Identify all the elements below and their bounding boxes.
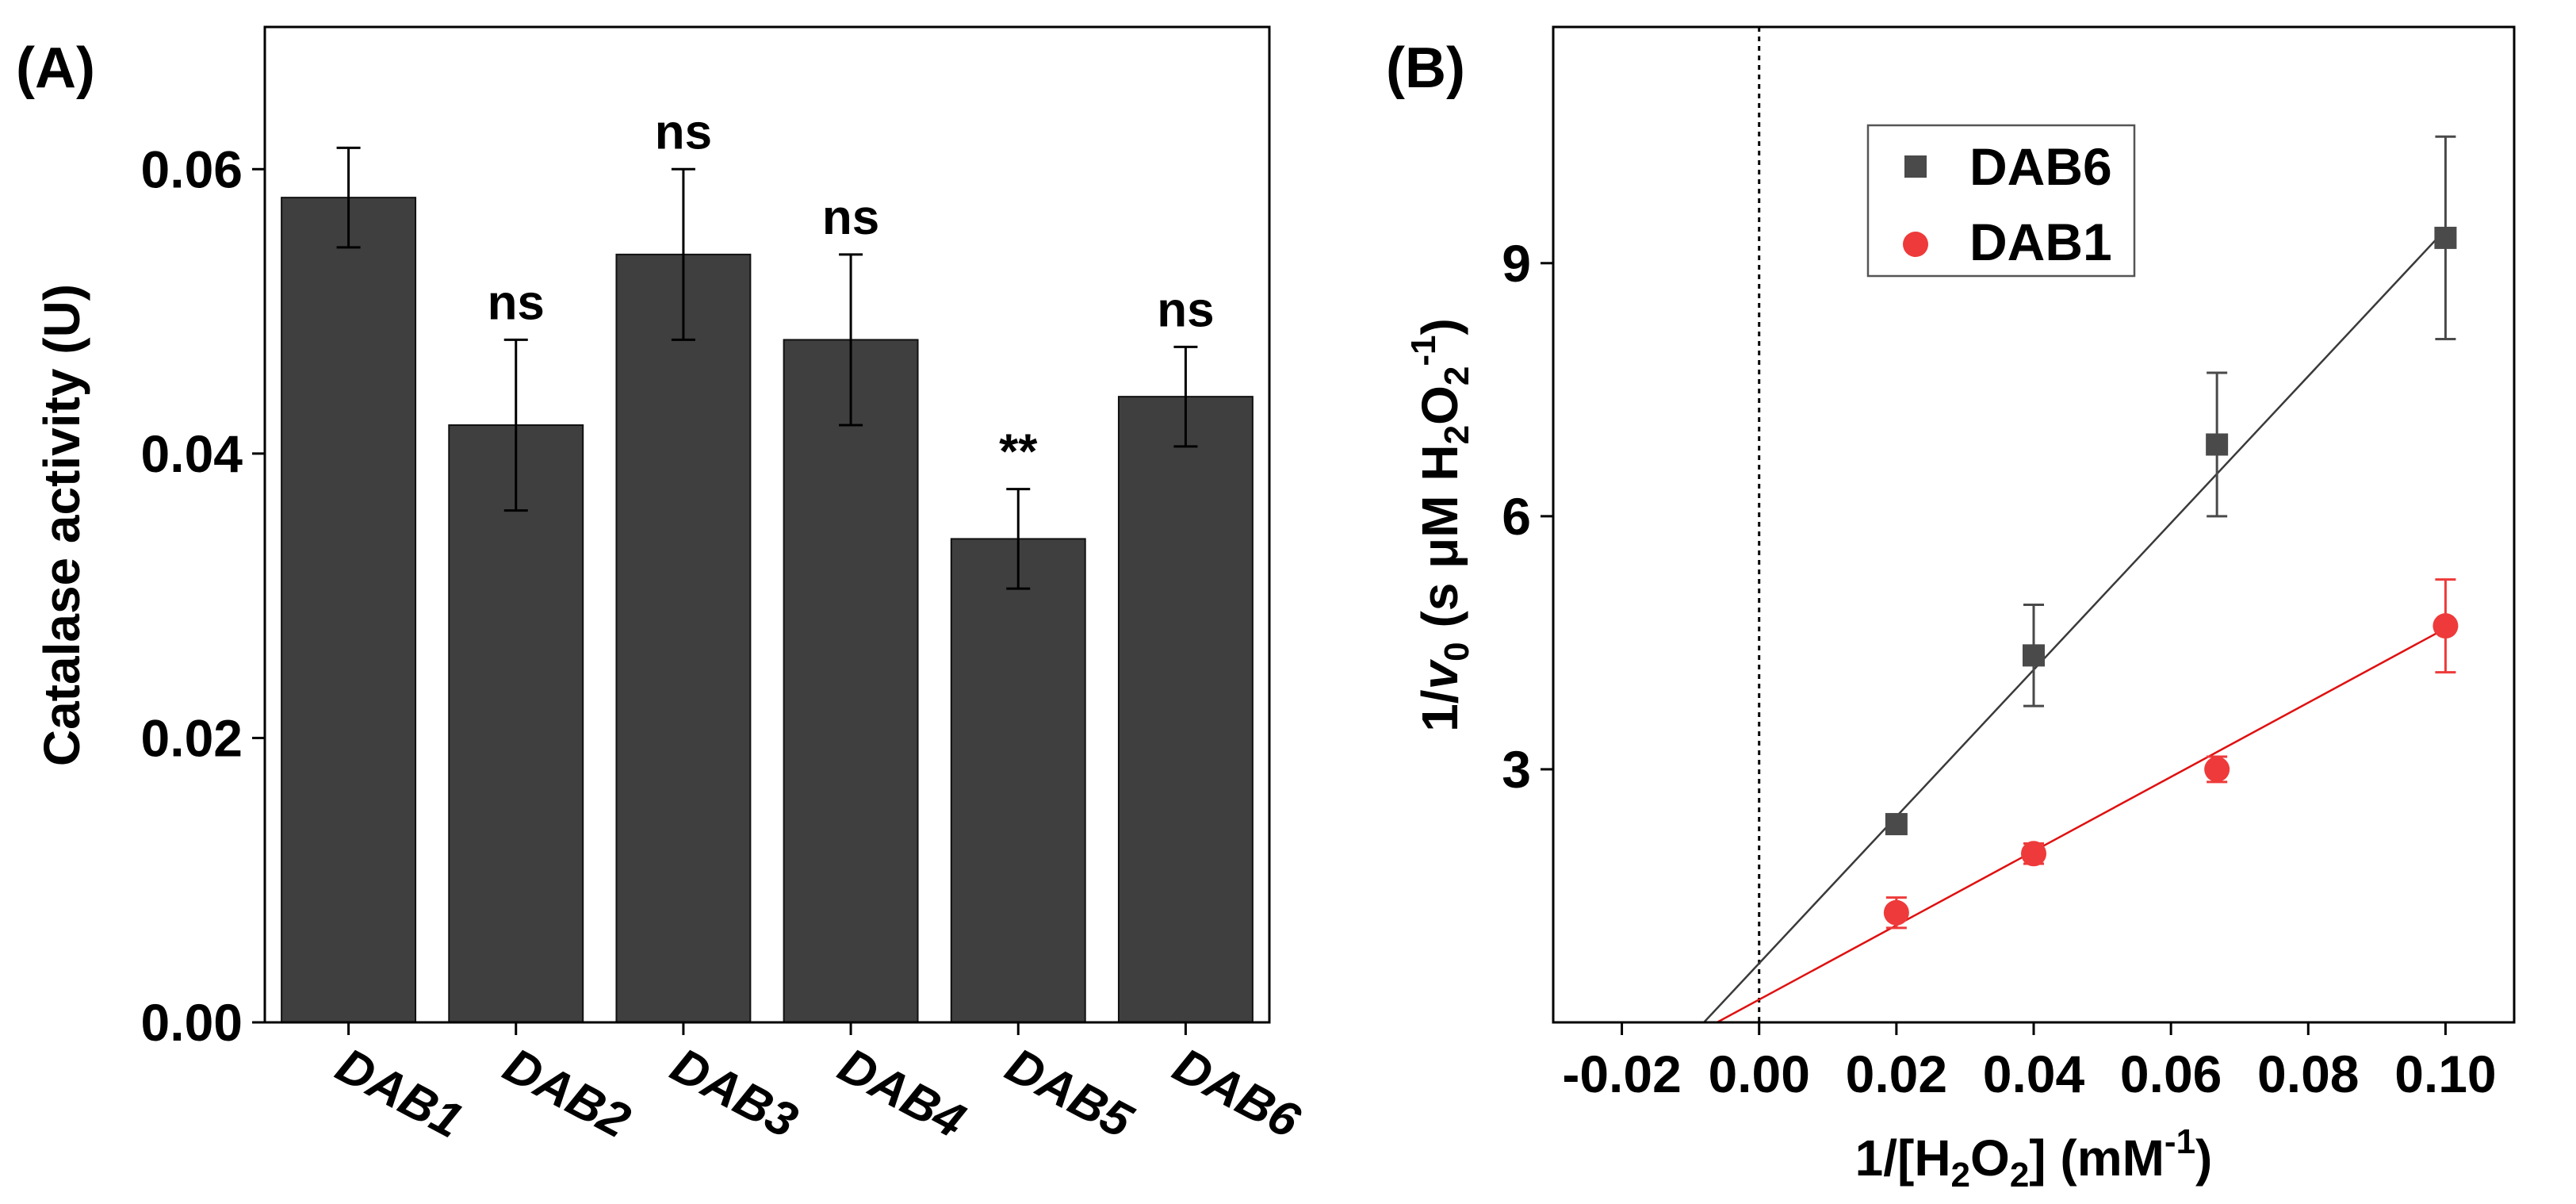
y-tick-label: 6 xyxy=(1502,487,1531,546)
x-tick-label: 0.06 xyxy=(2120,1045,2222,1103)
legend-circle-marker xyxy=(1903,232,1928,257)
point-dab6 xyxy=(1885,813,1908,836)
x-tick-label: DAB5 xyxy=(997,1037,1143,1149)
significance-label: ns xyxy=(488,275,545,330)
bar-dab5 xyxy=(950,538,1086,1023)
y-tick-label: 0.04 xyxy=(141,424,243,483)
scatter-chart-panel: -0.02 0.00 0.02 0.04 0.06 0.08 0.10 3 6 9 DAB6 D… xyxy=(1404,25,2516,1194)
x-tick-label: -0.02 xyxy=(1562,1045,1681,1103)
y-tick-label: 0.00 xyxy=(141,993,243,1052)
significance-label: ** xyxy=(999,425,1038,480)
point-dab1 xyxy=(2432,613,2459,639)
x-tick-label: DAB6 xyxy=(1165,1037,1309,1148)
bar-chart-panel: ns ns ns ** ns 0.00 0.02 0.04 0.06 DAB1 DAB2 DAB3… xyxy=(33,25,1309,1149)
point-dab1 xyxy=(2204,756,2230,782)
y-tick-label: 0.02 xyxy=(141,708,243,767)
fit-line-dab1 xyxy=(1714,627,2447,1022)
significance-label: ns xyxy=(655,105,712,159)
x-tick-label: DAB3 xyxy=(662,1037,806,1148)
x-tick-label: DAB2 xyxy=(495,1037,638,1148)
point-dab1 xyxy=(1883,899,1909,926)
x-tick-label: 0.00 xyxy=(1708,1045,1809,1103)
y-tick-label: 0.06 xyxy=(141,140,243,198)
legend-label-series-2: DAB1 xyxy=(1969,213,2112,271)
legend-label-series-1: DAB6 xyxy=(1969,137,2112,196)
significance-label: ns xyxy=(1157,282,1214,337)
point-dab6 xyxy=(2023,644,2045,667)
y-axis-ticks-a: 0.00 0.02 0.04 0.06 xyxy=(141,140,265,1052)
y-axis-label-a: Catalase activity (U) xyxy=(33,284,90,766)
x-tick-label: 0.02 xyxy=(1846,1045,1947,1103)
y-axis-ticks-b: 3 6 9 xyxy=(1502,234,1553,799)
point-dab6 xyxy=(2206,433,2229,456)
point-dab6 xyxy=(2434,226,2457,249)
bar-dab1 xyxy=(281,197,417,1024)
legend-square-marker xyxy=(1904,155,1927,178)
fit-line-group xyxy=(1702,228,2447,1022)
point-group xyxy=(1883,226,2459,926)
panel-a-label: (A) xyxy=(16,36,95,100)
y-axis-label-b: 1/v0 (s μM H2O2-1) xyxy=(1404,318,1476,732)
bar-dab6 xyxy=(1117,396,1254,1023)
x-tick-label: DAB1 xyxy=(327,1037,471,1148)
plot-frame-a xyxy=(263,25,1271,1024)
point-dab1 xyxy=(2021,841,2046,867)
x-tick-label: 0.04 xyxy=(1983,1045,2085,1103)
x-axis-ticks-b: -0.02 0.00 0.02 0.04 0.06 0.08 0.10 xyxy=(1562,1022,2497,1103)
annotation-group: ns ns ns ** ns xyxy=(488,105,1215,479)
x-axis-categories-a: DAB1 DAB2 DAB3 DAB4 DAB5 DAB6 xyxy=(327,1022,1309,1149)
fit-line-dab6 xyxy=(1702,228,2447,1022)
x-axis-label-b: 1/[H2O2] (mM-1) xyxy=(1855,1122,2213,1194)
bar-dab3 xyxy=(615,253,752,1024)
error-bar-group xyxy=(336,146,1198,590)
x-tick-label: 0.10 xyxy=(2394,1045,2496,1103)
y-tick-label: 9 xyxy=(1502,234,1531,293)
x-tick-label: DAB4 xyxy=(830,1037,974,1148)
significance-label: ns xyxy=(822,190,879,245)
legend: DAB6 DAB1 xyxy=(1866,124,2136,278)
bar-dab2 xyxy=(448,424,584,1023)
bar-group xyxy=(281,197,1254,1024)
panel-b-label: (B) xyxy=(1386,36,1465,100)
bar-dab4 xyxy=(783,339,919,1023)
y-tick-label: 3 xyxy=(1502,740,1531,799)
x-tick-label: 0.08 xyxy=(2257,1045,2359,1103)
